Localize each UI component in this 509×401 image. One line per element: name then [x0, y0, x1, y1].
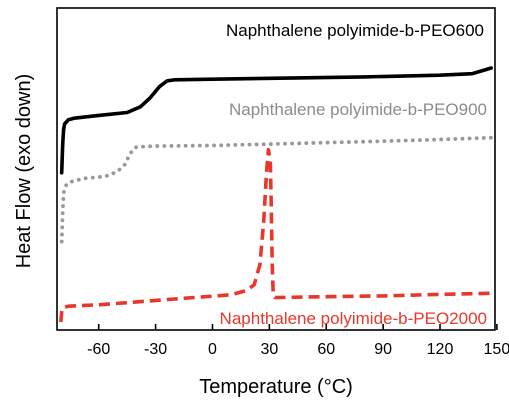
label-peo2000: Naphthalene polyimide-b-PEO2000: [220, 309, 487, 328]
x-tick-label-6: 120: [427, 341, 454, 358]
series-line-1: [59, 135, 494, 244]
x-tick-label-5: 90: [374, 341, 392, 358]
x-tick-label-4: 60: [317, 341, 335, 358]
x-tick-label-1: -30: [144, 341, 167, 358]
x-axis-label: Temperature (°C): [199, 376, 353, 398]
x-tick-label-3: 30: [260, 341, 278, 358]
x-tick-label-7: 150: [484, 341, 509, 358]
y-axis-label: Heat Flow (exo down): [13, 74, 35, 269]
series-labels: Naphthalene polyimide-b-PEO600 Naphthale…: [220, 21, 487, 328]
x-tick-label-0: -60: [87, 341, 110, 358]
label-peo900: Naphthalene polyimide-b-PEO900: [229, 100, 487, 119]
series-line-0: [59, 66, 493, 175]
series-group: [59, 66, 494, 323]
plot-frame: [56, 7, 496, 331]
x-tick-label-2: 0: [208, 341, 217, 358]
series-line-2: [59, 148, 492, 323]
label-peo600: Naphthalene polyimide-b-PEO600: [226, 21, 484, 40]
x-ticks: -60 -30 0 30 60 90 120 150: [87, 324, 509, 358]
